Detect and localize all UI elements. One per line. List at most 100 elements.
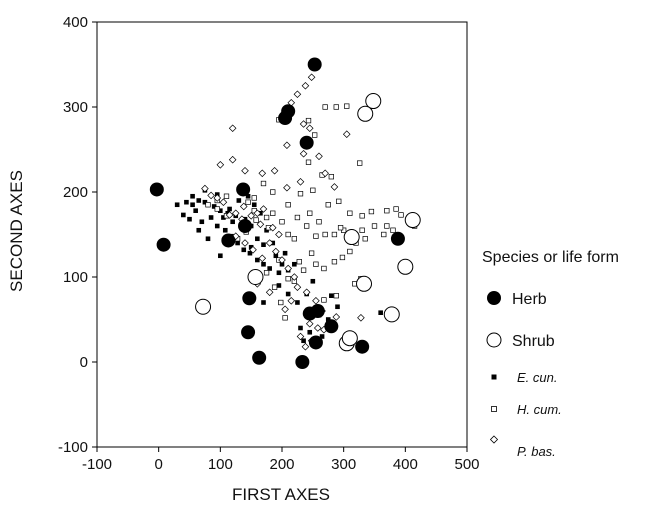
x-tick-label: 300 [331, 456, 356, 473]
point-h-cum [214, 206, 220, 212]
point-p-bas [313, 324, 322, 332]
point-e-cun [193, 208, 198, 213]
point-h-cum [305, 159, 312, 165]
x-tick-label: -100 [82, 456, 112, 473]
point-e-cun [319, 334, 325, 339]
point-shrub [195, 298, 212, 315]
point-e-cun [247, 250, 253, 256]
point-h-cum [347, 248, 353, 255]
point-e-cun [218, 208, 223, 213]
point-p-bas [283, 183, 291, 192]
legend-marker-h-cum [491, 406, 497, 412]
point-herb [242, 291, 257, 306]
point-e-cun [190, 202, 195, 208]
point-h-cum [333, 293, 339, 299]
point-h-cum [381, 231, 387, 238]
point-p-bas [299, 149, 308, 158]
point-h-cum [291, 236, 297, 242]
point-e-cun [301, 338, 306, 344]
point-herb [241, 325, 256, 340]
x-tick-label: 500 [454, 456, 479, 473]
y-axis-title: SECOND AXES [7, 170, 26, 292]
point-p-bas [258, 169, 267, 178]
point-e-cun [276, 270, 282, 276]
point-e-cun [325, 317, 331, 322]
y-tick-label: 300 [63, 99, 88, 116]
point-e-cun [190, 193, 195, 199]
point-h-cum [384, 223, 390, 229]
point-h-cum [251, 195, 257, 201]
point-shrub [356, 275, 373, 292]
point-h-cum [300, 267, 307, 273]
legend-label-h-cum: H. cum. [517, 402, 562, 417]
x-tick-label: 200 [269, 456, 294, 473]
point-herb [308, 335, 323, 350]
point-shrub [383, 306, 400, 323]
point-h-cum [223, 193, 230, 199]
y-tick-label: 200 [63, 184, 88, 201]
point-shrub [343, 229, 360, 246]
point-e-cun [211, 204, 217, 209]
point-h-cum [263, 214, 270, 221]
point-e-cun [222, 227, 228, 233]
point-h-cum [384, 208, 390, 214]
point-p-bas [272, 247, 280, 256]
point-p-bas [332, 313, 341, 321]
point-h-cum [313, 233, 319, 239]
point-e-cun [199, 219, 205, 225]
legend-item-p-bas: P. bas. [489, 435, 556, 459]
point-h-cum [253, 217, 259, 223]
point-herb [221, 233, 236, 248]
plot-layer [149, 57, 421, 369]
point-e-cun [187, 216, 192, 222]
point-h-cum [359, 213, 365, 219]
point-p-bas [307, 73, 316, 82]
point-e-cun [295, 300, 300, 305]
point-herb [238, 219, 252, 233]
point-h-cum [245, 199, 251, 205]
x-axis-title: FIRST AXES [232, 485, 330, 504]
point-herb [278, 111, 293, 126]
point-h-cum [322, 104, 328, 110]
point-p-bas [228, 124, 237, 133]
y-tick-label: 100 [63, 269, 88, 286]
point-h-cum [331, 231, 338, 238]
point-p-bas [301, 81, 310, 90]
point-p-bas [299, 120, 308, 128]
point-h-cum [285, 276, 291, 282]
point-p-bas [305, 319, 314, 328]
point-e-cun [261, 300, 266, 305]
point-p-bas [293, 283, 302, 291]
point-e-cun [261, 261, 266, 267]
point-h-cum [331, 259, 338, 265]
point-e-cun [181, 212, 186, 218]
point-p-bas [278, 256, 286, 264]
point-herb [156, 237, 171, 252]
x-tick-label: 100 [208, 456, 233, 473]
point-h-cum [294, 214, 301, 221]
point-h-cum [270, 210, 276, 216]
point-shrub [404, 212, 421, 229]
point-e-cun [310, 278, 316, 284]
point-shrub [397, 258, 414, 275]
point-p-bas [228, 155, 237, 164]
point-p-bas [330, 183, 339, 191]
point-p-bas [283, 141, 291, 150]
y-tick-label: 400 [63, 14, 88, 31]
point-h-cum [339, 254, 346, 261]
point-h-cum [308, 250, 315, 256]
legend-label-p-bas: P. bas. [517, 444, 556, 459]
point-h-cum [321, 297, 327, 303]
point-e-cun [279, 261, 285, 267]
point-e-cun [292, 261, 297, 267]
point-shrub [357, 105, 374, 122]
point-e-cun [241, 247, 247, 253]
point-herb [236, 182, 251, 197]
point-h-cum [270, 189, 276, 195]
point-p-bas [225, 211, 234, 219]
point-e-cun [208, 215, 214, 220]
y-tick-label: 0 [80, 354, 88, 371]
point-e-cun [273, 253, 279, 259]
x-tick-label: 400 [393, 456, 418, 473]
point-e-cun [276, 283, 282, 288]
